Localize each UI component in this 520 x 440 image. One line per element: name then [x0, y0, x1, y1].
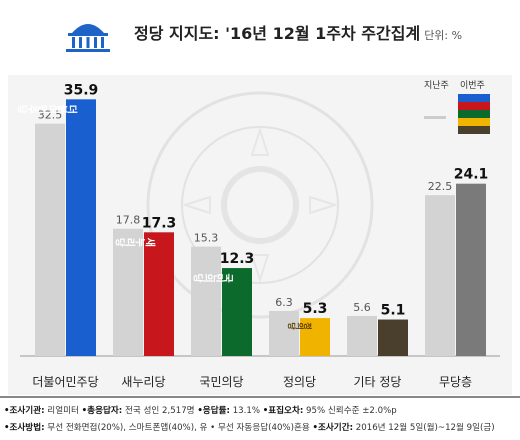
value-label-curr-justice: 5.3 [303, 301, 328, 317]
bar-party-logo-minjoo: 더불어민주당 [17, 102, 79, 114]
bar-curr-minjoo [66, 99, 96, 356]
legend-swatch-prev [424, 116, 446, 119]
legend-stripe-minjoo [458, 94, 490, 102]
value-label-curr-none: 24.1 [454, 167, 489, 183]
footer-response-rate-label: •응답률: [197, 406, 230, 416]
legend-stripe-other [458, 126, 490, 134]
chart-header: 정당 지지도: '16년 12월 1주차 주간집계 단위: % [0, 0, 520, 75]
footer-response-rate-value: 13.1% [232, 406, 261, 416]
survey-footer: •조사기관: 리얼미터 •총응답자: 전국 성인 2,517명 •응답률: 13… [0, 396, 520, 440]
bar-curr-saenuri [144, 232, 174, 356]
footer-period-value: 2016년 12월 5일(월)~12월 9일(금) [355, 423, 495, 433]
value-label-prev-minjoo: 32.5 [38, 109, 63, 122]
legend-stripe-people [458, 110, 490, 118]
bar-curr-people [222, 268, 252, 356]
category-label-people: 국민의당 [199, 375, 243, 389]
category-label-justice: 정의당 [283, 375, 316, 389]
legend-label-curr: 이번주 [460, 81, 485, 91]
footer-method-value: 무선 전화면접(20%), 스마트폰앱(40%), 유 • 무선 자동응답(40… [47, 423, 310, 433]
category-label-none: 무당층 [439, 375, 472, 389]
national-assembly-seal-watermark [146, 91, 374, 319]
unit-label: 단위: % [424, 29, 463, 42]
legend: 지난주 이번주 [418, 78, 498, 136]
footer-respondents-label: •총응답자: [81, 406, 123, 416]
value-label-prev-other: 5.6 [353, 301, 371, 314]
category-label-minjoo: 더불어민주당 [32, 375, 98, 389]
value-label-curr-saenuri: 17.3 [142, 215, 177, 231]
category-label-other: 기타 정당 [354, 375, 402, 389]
chart-title: 정당 지지도: '16년 12월 1주차 주간집계 단위: % [134, 20, 462, 44]
bar-prev-none [425, 195, 455, 356]
bar-prev-people [191, 246, 221, 356]
bar-prev-other [347, 315, 377, 356]
value-label-prev-justice: 6.3 [275, 296, 293, 309]
footer-sampling-error-value: 95% 신뢰수준 ±2.0%p [306, 406, 397, 416]
chart-title-text: 정당 지지도: '16년 12월 1주차 주간집계 [134, 24, 421, 43]
value-label-curr-minjoo: 35.9 [64, 82, 99, 98]
legend-stripe-saenuri [458, 102, 490, 110]
footer-period-label: •조사기간: [312, 423, 354, 433]
footer-agency-value: 리얼미터 [47, 406, 79, 416]
value-label-prev-saenuri: 17.8 [116, 214, 141, 227]
footer-method-label: •조사방법: [4, 423, 45, 433]
bar-party-logo-people: 국민의당 [193, 271, 234, 283]
footer-line-1: •조사기관: 리얼미터 •총응답자: 전국 성인 2,517명 •응답률: 13… [4, 404, 397, 416]
national-assembly-icon [66, 24, 110, 52]
value-label-curr-people: 12.3 [220, 251, 255, 267]
value-label-prev-people: 15.3 [194, 232, 219, 245]
bar-party-logo-justice: 정의당 [287, 321, 313, 330]
value-label-curr-other: 5.1 [381, 303, 406, 319]
legend-label-prev: 지난주 [424, 81, 449, 91]
footer-line-2: •조사방법: 무선 전화면접(20%), 스마트폰앱(40%), 유 • 무선 … [4, 421, 495, 433]
legend-swatch-curr [458, 94, 490, 134]
value-label-prev-none: 22.5 [428, 180, 453, 193]
category-label-saenuri: 새누리당 [121, 375, 165, 389]
bar-prev-saenuri [113, 228, 143, 356]
bar-curr-none [456, 183, 486, 356]
footer-respondents-value: 전국 성인 2,517명 [124, 406, 195, 416]
bar-prev-justice [269, 310, 299, 356]
footer-agency-label: •조사기관: [4, 406, 45, 416]
footer-sampling-error-label: •표집오차: [262, 406, 304, 416]
legend-stripe-justice [458, 118, 490, 126]
bar-party-logo-saenuri: 새누리당 [115, 235, 157, 247]
bar-curr-other [378, 319, 408, 356]
bar-prev-minjoo [35, 123, 65, 356]
bar-curr-justice [300, 318, 330, 356]
